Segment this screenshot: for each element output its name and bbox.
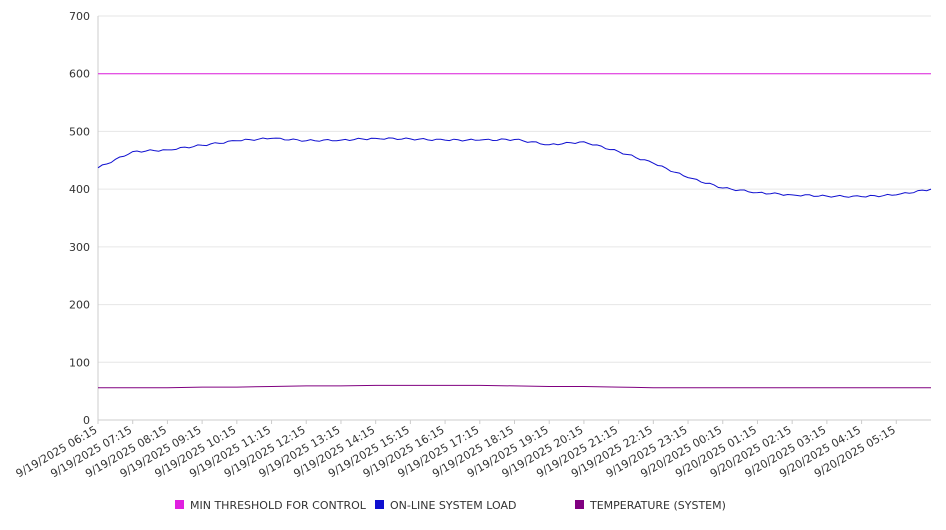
legend-swatch: [175, 500, 184, 509]
series-layer: [97, 73, 932, 389]
legend-label: ON-LINE SYSTEM LOAD: [390, 499, 516, 512]
series-line-2: [98, 384, 931, 389]
y-tick-label: 700: [69, 10, 90, 23]
y-tick-label: 400: [69, 183, 90, 196]
y-tick-label: 500: [69, 125, 90, 138]
grid-layer: [98, 15, 931, 363]
legend-label: TEMPERATURE (SYSTEM): [589, 499, 726, 512]
y-tick-label: 100: [69, 356, 90, 369]
legend-swatch: [375, 500, 384, 509]
y-tick-label: 200: [69, 299, 90, 312]
y-tick-label: 600: [69, 68, 90, 81]
y-tick-label: 300: [69, 241, 90, 254]
legend-label: MIN THRESHOLD FOR CONTROL: [190, 499, 367, 512]
legend: MIN THRESHOLD FOR CONTROL ON-LINE SYSTEM …: [175, 499, 726, 512]
y-tick-label: 0: [83, 414, 90, 427]
series-line-1: [97, 137, 932, 198]
legend-swatch: [575, 500, 584, 509]
